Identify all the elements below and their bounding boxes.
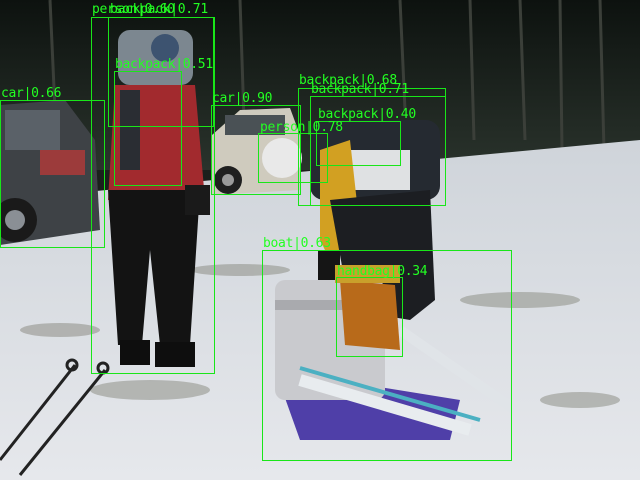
- slush-patches: [20, 264, 620, 408]
- tree-trunks: [48, 0, 606, 151]
- sled-with-cooler: [275, 265, 518, 440]
- ski-poles: [0, 358, 110, 476]
- dark-suv: [0, 100, 100, 245]
